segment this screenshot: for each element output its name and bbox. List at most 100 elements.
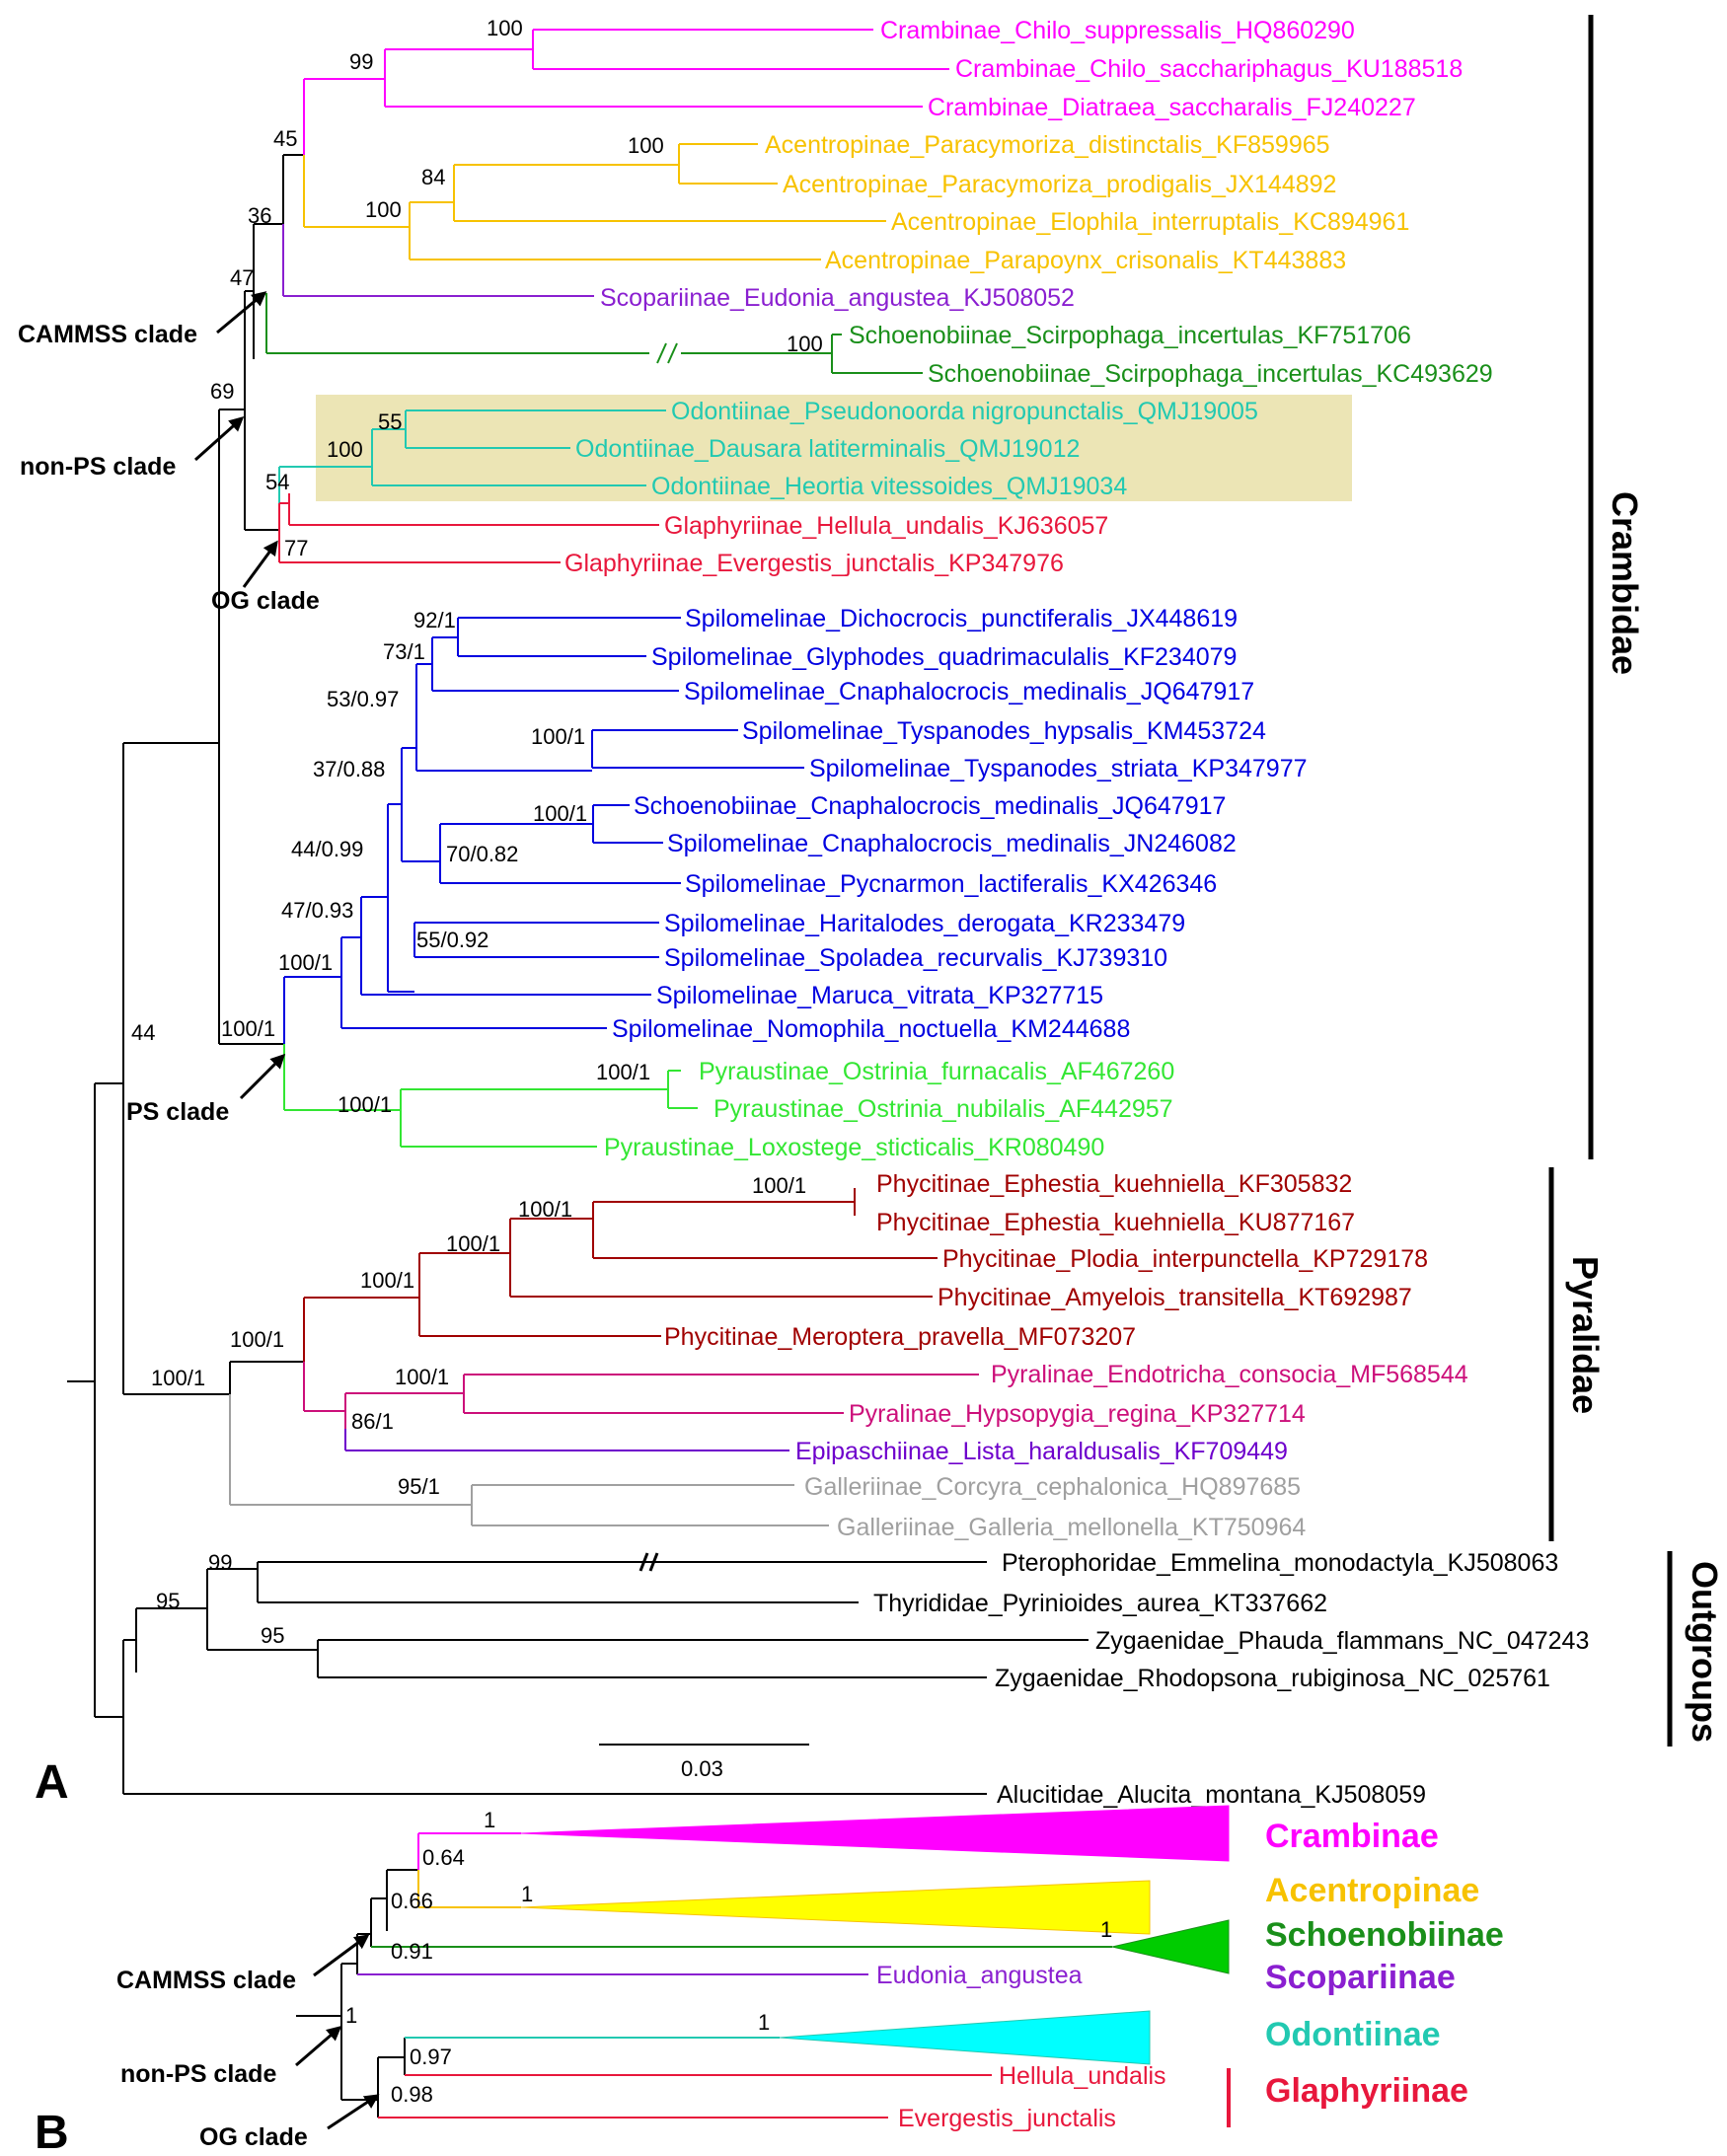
clade-arrow [295, 2026, 342, 2067]
panel-b-subfamily-legend: Crambinae Acentropinae Schoenobiinae Sco… [1227, 1818, 1504, 2127]
support-value: 100/1 [531, 724, 585, 749]
support-value: 0.98 [391, 2082, 433, 2107]
group-label-outgroups: Outgroups [1685, 1561, 1725, 1743]
group-label-pyralidae: Pyralidae [1565, 1256, 1606, 1414]
tip-label: Spilomelinae_Glyphodes_quadrimaculalis_K… [651, 643, 1237, 671]
tip-label: Crambinae_Chilo_suppressalis_HQ860290 [880, 17, 1355, 44]
legend-odontiinae: Odontiinae [1265, 2016, 1441, 2053]
tip-label: Thyrididae_Pyrinioides_aurea_KT337662 [873, 1590, 1327, 1617]
tip-label: Hellula_undalis [999, 2062, 1166, 2090]
tip-label: Glaphyriinae_Hellula_undalis_KJ636057 [664, 512, 1108, 540]
panel-b-clade-labels: CAMMSS clade non-PS clade OG clade [116, 1934, 380, 2151]
support-value: 1 [484, 1808, 495, 1832]
tip-label: Schoenobiinae_Scirpophaga_incertulas_KF7… [849, 322, 1411, 349]
tip-label: Spilomelinae_Nomophila_noctuella_KM24468… [612, 1015, 1130, 1043]
support-value: 1 [1100, 1917, 1112, 1942]
tip-label: Spilomelinae_Cnaphalocrocis_medinalis_JN… [667, 830, 1237, 857]
clade-label-og: OG clade [199, 2123, 308, 2151]
clade-label-og: OG clade [211, 587, 320, 615]
support-value: 95 [156, 1589, 180, 1613]
tip-label: Acentropinae_Paracymoriza_distinctalis_K… [765, 131, 1330, 159]
tip-label: Schoenobiinae_Cnaphalocrocis_medinalis_J… [634, 792, 1226, 820]
tip-label: Spilomelinae_Cnaphalocrocis_medinalis_JQ… [684, 678, 1254, 706]
scale-bar-label: 0.03 [681, 1756, 723, 1781]
tip-label: Phycitinae_Meroptera_pravella_MF073207 [664, 1323, 1136, 1351]
tip-label: Acentropinae_Elophila_interruptalis_KC89… [891, 208, 1409, 236]
tip-label: Galleriinae_Corcyra_cephalonica_HQ897685 [804, 1473, 1301, 1501]
tip-label: Acentropinae_Paracymoriza_prodigalis_JX1… [783, 171, 1336, 198]
support-value: 99 [349, 49, 373, 74]
support-value: 73/1 [383, 639, 425, 664]
panel-a-clade-labels: CAMMSS clade non-PS clade OG clade PS cl… [18, 291, 320, 1126]
support-value: 100/1 [221, 1016, 275, 1041]
support-value: 100/1 [395, 1365, 449, 1389]
support-value: 100/1 [446, 1231, 500, 1256]
tip-label: Pyraustinae_Loxostege_sticticalis_KR0804… [604, 1134, 1104, 1161]
support-value: 100/1 [151, 1366, 205, 1390]
clade-arrow [242, 540, 278, 588]
tip-label: Odontiinae_Heortia vitessoides_QMJ19034 [651, 473, 1127, 500]
clade-arrow [327, 2094, 380, 2130]
clade-label-cammss: CAMMSS clade [116, 1967, 296, 1994]
support-value: 47/0.93 [281, 898, 353, 923]
clade-label-non-ps: non-PS clade [20, 453, 176, 481]
legend-acentropinae: Acentropinae [1265, 1872, 1479, 1909]
crambinae-collapsed-clade [520, 1805, 1230, 1862]
support-value: 100/1 [230, 1327, 284, 1352]
support-value: 77 [284, 536, 308, 560]
tip-label: Spilomelinae_Tyspanodes_striata_KP347977 [809, 755, 1308, 782]
support-value: 0.64 [422, 1845, 465, 1870]
tip-label: Evergestis_junctalis [898, 2105, 1116, 2132]
clade-label-non-ps: non-PS clade [120, 2060, 276, 2088]
tip-label: Crambinae_Chilo_sacchariphagus_KU188518 [955, 55, 1463, 83]
panel-b: Eudonia_angustea Hellula_undalis Everges… [35, 1805, 1504, 2156]
tip-label: Spilomelinae_Dichocrocis_punctiferalis_J… [685, 605, 1238, 632]
tip-label: Glaphyriinae_Evergestis_junctalis_KP3479… [564, 550, 1064, 577]
tip-label: Spilomelinae_Maruca_vitrata_KP327715 [656, 982, 1103, 1009]
support-value: 100 [628, 133, 664, 158]
support-value: 92/1 [413, 608, 456, 632]
tip-label: Eudonia_angustea [876, 1962, 1083, 1989]
support-value: 0.91 [391, 1939, 433, 1964]
group-label-crambidae: Crambidae [1605, 491, 1645, 675]
branch-break-marks [638, 1552, 659, 1572]
support-value: 95/1 [398, 1474, 440, 1499]
legend-schoenobiinae: Schoenobiinae [1265, 1916, 1504, 1954]
support-value: 99 [208, 1550, 232, 1575]
tip-label: Pterophoridae_Emmelina_monodactyla_KJ508… [1002, 1549, 1558, 1577]
group-bars [1548, 15, 1673, 1747]
clade-arrow [216, 291, 267, 335]
tip-label: Pyraustinae_Ostrinia_nubilalis_AF442957 [713, 1095, 1173, 1123]
support-value: 53/0.97 [327, 687, 399, 711]
tip-label: Schoenobiinae_Scirpophaga_incertulas_KC4… [928, 360, 1493, 388]
panel-a-tip-labels: Crambinae_Chilo_suppressalis_HQ860290 Cr… [564, 17, 1589, 1809]
support-value: 55/0.92 [416, 928, 488, 952]
support-value: 100/1 [360, 1268, 414, 1293]
support-value: 84 [421, 165, 445, 189]
tip-label: Spilomelinae_Haritalodes_derogata_KR2334… [664, 910, 1185, 937]
schoenobiinae-collapsed-clade [1111, 1919, 1230, 1974]
support-value: 70/0.82 [446, 842, 518, 866]
panel-b-branches [296, 1832, 1112, 2119]
panel-b-support-values: 1 0.64 1 0.66 1 0.91 1 1 0.97 0.98 [345, 1808, 1112, 2107]
panel-b-tip-labels: Eudonia_angustea Hellula_undalis Everges… [876, 1962, 1166, 2132]
tip-label: Zygaenidae_Rhodopsona_rubiginosa_NC_0257… [995, 1665, 1550, 1692]
support-value: 100 [365, 197, 402, 222]
support-value: 100/1 [278, 950, 333, 975]
support-value: 1 [758, 2010, 770, 2035]
support-value: 69 [210, 379, 234, 404]
support-value: 0.97 [410, 2044, 452, 2069]
tip-label: Zygaenidae_Phauda_flammans_NC_047243 [1095, 1627, 1589, 1655]
tip-label: Phycitinae_Ephestia_kuehniella_KU877167 [876, 1209, 1355, 1236]
clade-arrow [313, 1934, 370, 1977]
clade-arrow [239, 1053, 286, 1100]
panel-a: Crambinae_Chilo_suppressalis_HQ860290 Cr… [18, 15, 1725, 1809]
legend-crambinae: Crambinae [1265, 1818, 1439, 1855]
tip-label: Pyralinae_Hypsopygia_regina_KP327714 [849, 1400, 1306, 1428]
tip-label: Pyraustinae_Ostrinia_furnacalis_AF467260 [699, 1058, 1174, 1085]
support-value: 100/1 [338, 1092, 392, 1117]
support-value: 86/1 [351, 1409, 394, 1434]
support-value: 100/1 [752, 1173, 806, 1198]
clade-label-cammss: CAMMSS clade [18, 321, 197, 348]
